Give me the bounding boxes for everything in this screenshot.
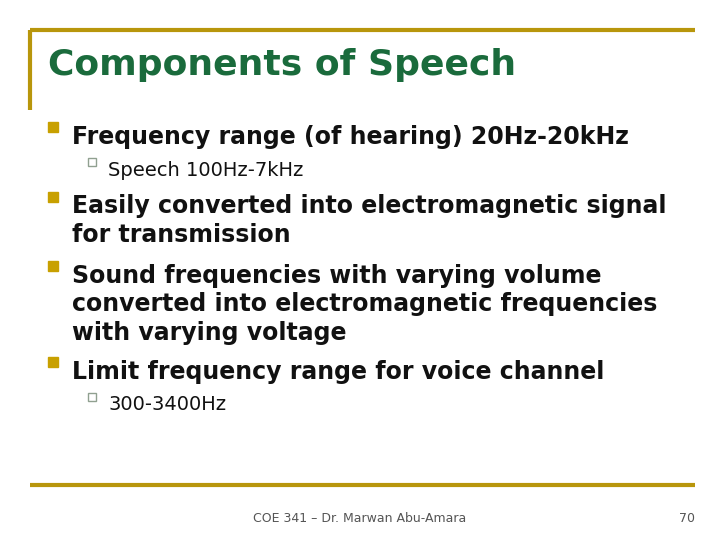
Text: Limit frequency range for voice channel: Limit frequency range for voice channel: [72, 360, 604, 384]
FancyBboxPatch shape: [88, 393, 96, 401]
Text: Easily converted into electromagnetic signal
for transmission: Easily converted into electromagnetic si…: [72, 194, 667, 247]
Bar: [48, 357, 58, 367]
Text: Components of Speech: Components of Speech: [48, 48, 516, 82]
Text: Frequency range (of hearing) 20Hz-20kHz: Frequency range (of hearing) 20Hz-20kHz: [72, 125, 629, 149]
Bar: [48, 192, 58, 201]
Text: 70: 70: [679, 511, 695, 524]
Text: 300-3400Hz: 300-3400Hz: [108, 395, 226, 415]
Text: Sound frequencies with varying volume
converted into electromagnetic frequencies: Sound frequencies with varying volume co…: [72, 264, 657, 345]
FancyBboxPatch shape: [88, 158, 96, 165]
Text: Speech 100Hz-7kHz: Speech 100Hz-7kHz: [108, 160, 303, 179]
Text: COE 341 – Dr. Marwan Abu-Amara: COE 341 – Dr. Marwan Abu-Amara: [253, 511, 467, 524]
Bar: [48, 122, 58, 132]
Bar: [48, 260, 58, 271]
